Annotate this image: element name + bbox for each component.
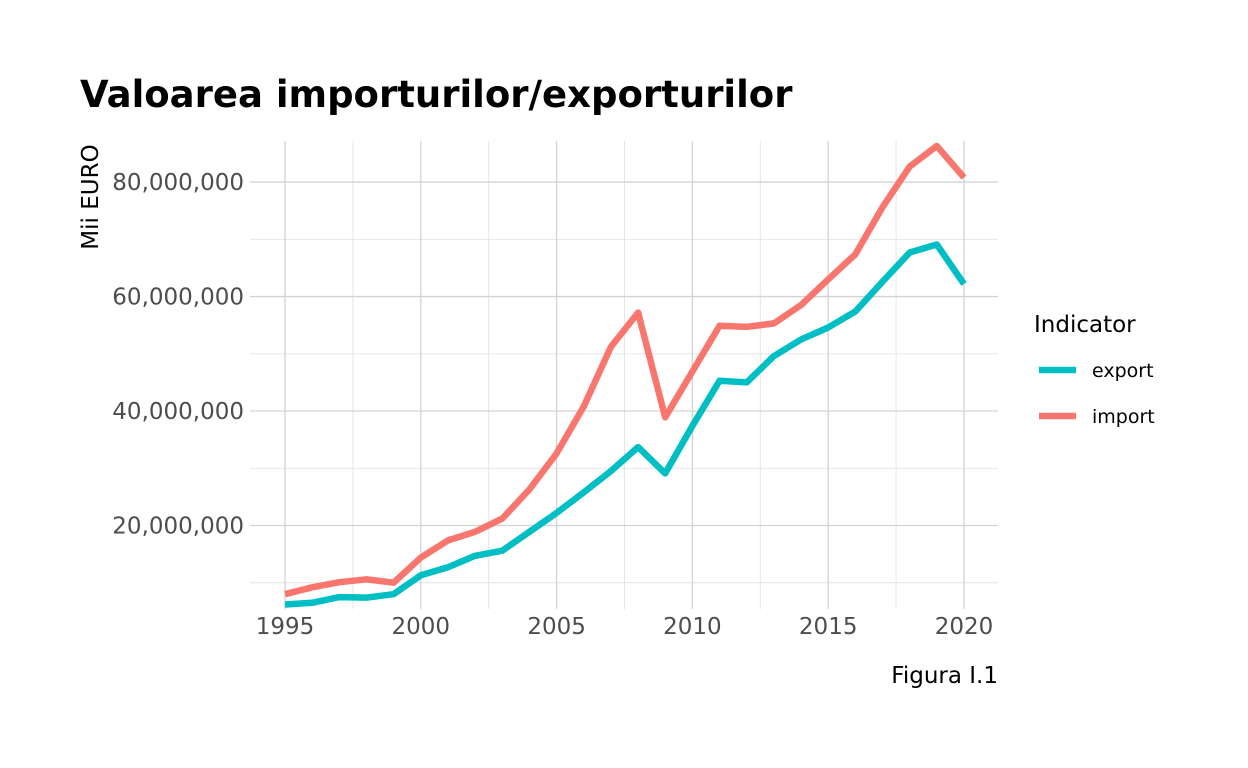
y-tick-label: 80,000,000 — [112, 170, 244, 196]
x-tick-label: 2010 — [663, 614, 722, 640]
grid-minor — [250, 141, 998, 609]
x-tick-label: 1995 — [256, 614, 315, 640]
legend-label-import: import — [1092, 406, 1155, 428]
x-tick-label: 2005 — [527, 614, 586, 640]
y-tick-label: 60,000,000 — [112, 285, 244, 311]
x-tick-label: 2000 — [392, 614, 451, 640]
legend-title: Indicator — [1034, 312, 1136, 338]
series-layer — [284, 142, 967, 608]
chart-title: Valoarea importurilor/exporturilor — [80, 73, 793, 116]
y-tick-label: 40,000,000 — [112, 399, 244, 425]
y-axis: 20,000,000 40,000,000 60,000,000 80,000,000 — [112, 170, 244, 539]
grid-major — [250, 141, 998, 609]
y-axis-title: Mii EURO — [78, 144, 104, 249]
series-line-export — [284, 241, 967, 608]
series-line-import — [284, 142, 967, 598]
x-tick-label: 2020 — [935, 614, 994, 640]
x-axis: 1995 2000 2005 2010 2015 2020 — [256, 614, 994, 640]
legend: Indicator export import — [1034, 312, 1155, 428]
y-tick-label: 20,000,000 — [112, 514, 244, 540]
legend-label-export: export — [1092, 360, 1154, 382]
chart-caption: Figura I.1 — [891, 663, 998, 689]
x-tick-label: 2015 — [799, 614, 858, 640]
